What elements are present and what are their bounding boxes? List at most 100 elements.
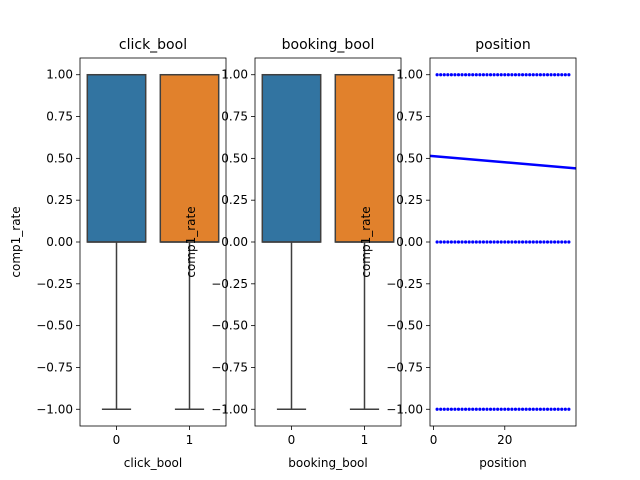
scatter-point [542, 73, 546, 77]
scatter-point [503, 240, 507, 244]
scatter-point [439, 407, 443, 411]
y-tick-label: −1.00 [386, 402, 423, 416]
x-tick-label: 20 [497, 433, 512, 447]
scatter-point [567, 407, 571, 411]
scatter-point [496, 407, 500, 411]
scatter-point [563, 240, 567, 244]
scatter-point [545, 73, 550, 77]
scatter-point [549, 240, 553, 244]
scatter-point [492, 73, 496, 77]
scatter-point [549, 407, 553, 411]
scatter-point [449, 73, 453, 77]
scatter-point [485, 240, 489, 244]
scatter-point [510, 407, 514, 411]
scatter-point [471, 73, 475, 77]
scatter-point [478, 240, 482, 244]
scatter-point [442, 240, 446, 244]
y-tick-label: −0.25 [36, 277, 73, 291]
scatter-point [446, 240, 450, 244]
y-tick-label: 0.75 [46, 110, 73, 124]
y-tick-label: 0.25 [221, 193, 248, 207]
scatter-point [446, 407, 450, 411]
scatter-point [556, 240, 560, 244]
scatter-point [503, 73, 507, 77]
y-tick-label: 0.00 [46, 235, 73, 249]
scatter-point [506, 73, 510, 77]
scatter-point [560, 240, 564, 244]
scatter-point [449, 407, 453, 411]
x-tick-label: 1 [361, 433, 369, 447]
box-0 [261, 73, 322, 243]
scatter-point [474, 240, 478, 244]
y-tick-label: 0.50 [396, 151, 423, 165]
scatter-point [520, 407, 525, 411]
x-tick-label: 0 [288, 433, 296, 447]
y-tick-label: −0.75 [386, 360, 423, 374]
subplot-title: click_bool [119, 37, 187, 53]
scatter-point [513, 73, 518, 77]
scatter-point [467, 407, 471, 411]
scatter-point [456, 73, 461, 77]
scatter-point [535, 240, 539, 244]
scatter-point [520, 240, 525, 244]
axes-frame [429, 57, 577, 427]
scatter-point [496, 240, 500, 244]
axes-frame [79, 57, 227, 427]
scatter-point [535, 73, 539, 77]
subplot-box-1: 0 1 1.00 0.75 0.50 0.25 0.00 −0.25 −0.50 −0.75 −1.… [9, 37, 227, 470]
y-tick-label: 0.00 [221, 235, 248, 249]
scatter-point [506, 240, 510, 244]
scatter-point [446, 73, 450, 77]
scatter-point [453, 240, 457, 244]
scatter-point [563, 407, 567, 411]
y-axis-label: comp1_rate [184, 206, 198, 277]
scatter-point [528, 407, 532, 411]
y-tick-label: −0.50 [386, 319, 423, 333]
subplot-box-2: 0 1 1.00 0.75 0.50 0.25 0.00 −0.25 −0.50 −0.75 −1.… [184, 37, 402, 470]
scatter-point [531, 240, 535, 244]
scatter-point [528, 73, 532, 77]
scatter-points [435, 73, 571, 411]
scatter-point [485, 407, 489, 411]
scatter-point [524, 240, 528, 244]
scatter-point [492, 240, 496, 244]
x-tick-label: 0 [113, 433, 121, 447]
scatter-point [499, 73, 503, 77]
scatter-point [488, 240, 493, 244]
scatter-point [549, 73, 553, 77]
scatter-point [492, 407, 496, 411]
scatter-point [517, 73, 521, 77]
scatter-point [506, 407, 510, 411]
y-tick-label: −1.00 [36, 402, 73, 416]
scatter-point [542, 240, 546, 244]
scatter-point [439, 240, 443, 244]
scatter-point [474, 407, 478, 411]
scatter-point [474, 73, 478, 77]
scatter-point [488, 407, 493, 411]
subplot-title: position [475, 37, 530, 53]
scatter-point [488, 73, 493, 77]
scatter-point [517, 240, 521, 244]
box-1 [159, 73, 220, 243]
box-1 [334, 73, 395, 243]
y-tick-label: −1.00 [211, 402, 248, 416]
scatter-point [513, 407, 518, 411]
scatter-point [535, 407, 539, 411]
scatter-point [560, 73, 564, 77]
scatter-point [481, 407, 486, 411]
y-axis-label: comp1_rate [9, 206, 23, 277]
scatter-point [531, 73, 535, 77]
scatter-point [478, 407, 482, 411]
y-tick-label: 0.25 [46, 193, 73, 207]
scatter-point [556, 407, 560, 411]
scatter-point [513, 240, 518, 244]
scatter-point [496, 73, 500, 77]
y-tick-label: 1.00 [221, 68, 248, 82]
scatter-point [531, 407, 535, 411]
scatter-point [471, 240, 475, 244]
scatter-point [563, 73, 567, 77]
scatter-point [499, 407, 503, 411]
scatter-point [553, 407, 557, 411]
y-tick-label: −0.25 [386, 277, 423, 291]
scatter-point [538, 407, 542, 411]
